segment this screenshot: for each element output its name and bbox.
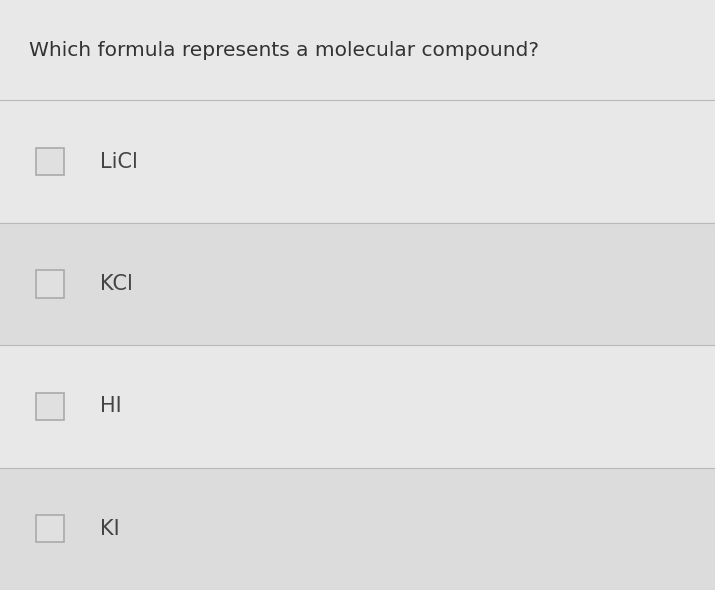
FancyBboxPatch shape bbox=[0, 345, 715, 467]
Text: KI: KI bbox=[100, 519, 119, 539]
FancyBboxPatch shape bbox=[0, 100, 715, 223]
FancyBboxPatch shape bbox=[36, 270, 64, 297]
FancyBboxPatch shape bbox=[36, 393, 64, 420]
Text: LiCl: LiCl bbox=[100, 152, 138, 172]
Text: KCl: KCl bbox=[100, 274, 133, 294]
FancyBboxPatch shape bbox=[0, 223, 715, 345]
FancyBboxPatch shape bbox=[36, 515, 64, 542]
FancyBboxPatch shape bbox=[0, 467, 715, 590]
FancyBboxPatch shape bbox=[36, 148, 64, 175]
Text: Which formula represents a molecular compound?: Which formula represents a molecular com… bbox=[29, 41, 538, 60]
Text: HI: HI bbox=[100, 396, 122, 417]
